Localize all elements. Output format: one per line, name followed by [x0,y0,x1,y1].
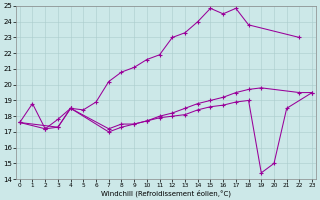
X-axis label: Windchill (Refroidissement éolien,°C): Windchill (Refroidissement éolien,°C) [101,189,231,197]
